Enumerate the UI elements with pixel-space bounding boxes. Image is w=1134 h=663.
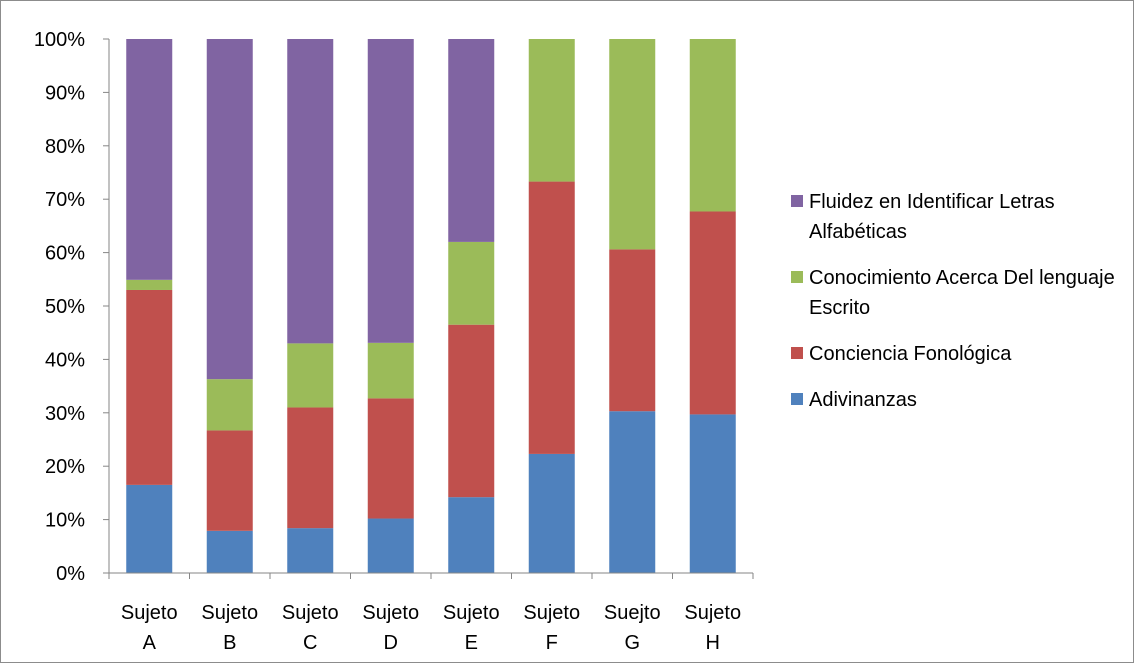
- y-tick-label-4: 40%: [45, 349, 85, 371]
- x-tick-label-3: Sujeto D: [362, 602, 419, 654]
- legend-item-conocimiento: Conocimiento Acerca Del lenguaje Escrito: [791, 263, 1121, 323]
- legend-swatch-adivinanzas: [791, 393, 803, 405]
- y-tick-label-2: 20%: [45, 456, 85, 478]
- x-tick-label-1: Sujeto B: [201, 602, 258, 654]
- legend-label-conciencia: Conciencia Fonológica: [809, 343, 1012, 365]
- y-tick-label-9: 90%: [45, 82, 85, 104]
- y-tick-label-3: 30%: [45, 403, 85, 425]
- legend-swatch-conciencia: [791, 347, 803, 359]
- bar-2-4: [448, 241, 495, 325]
- bar-1-4: [448, 324, 495, 498]
- bar-2-1: [206, 379, 253, 431]
- bar-3-4: [448, 39, 495, 242]
- bar-2-5: [528, 39, 575, 182]
- bar-1-5: [528, 181, 575, 454]
- y-tick-label-1: 10%: [45, 510, 85, 532]
- bar-3-1: [206, 39, 253, 380]
- bar-1-0: [126, 289, 173, 485]
- legend-swatch-fluidez: [791, 195, 803, 207]
- y-tick-label-10: 100%: [34, 29, 85, 51]
- x-tick-label-4: Sujeto E: [443, 602, 500, 654]
- legend-label-adivinanzas: Adivinanzas: [809, 389, 917, 411]
- bar-0-4: [448, 497, 495, 573]
- x-tick-label-7: Sujeto H: [684, 602, 741, 654]
- x-tick-label-6: Suejto G: [604, 602, 661, 654]
- bar-0-1: [206, 530, 253, 573]
- bar-3-2: [287, 39, 334, 344]
- legend-item-conciencia: Conciencia Fonológica: [791, 339, 1121, 369]
- bar-1-1: [206, 430, 253, 531]
- bar-1-7: [689, 211, 736, 415]
- y-tick-label-7: 70%: [45, 189, 85, 211]
- bar-2-3: [367, 342, 414, 399]
- bar-1-2: [287, 407, 334, 529]
- y-tick-label-5: 50%: [45, 296, 85, 318]
- legend-swatch-conocimiento: [791, 271, 803, 283]
- x-tick-label-0: Sujeto A: [121, 602, 178, 654]
- x-tick-label-5: Sujeto F: [523, 602, 580, 654]
- bar-1-6: [609, 249, 656, 412]
- bar-2-2: [287, 343, 334, 408]
- bar-0-6: [609, 411, 656, 573]
- bar-0-5: [528, 453, 575, 573]
- legend-label-conocimiento: Conocimiento Acerca Del lenguaje Escrito: [809, 267, 1115, 319]
- x-tick-label-2: Sujeto C: [282, 602, 339, 654]
- bar-2-6: [609, 39, 656, 250]
- y-tick-label-6: 60%: [45, 243, 85, 265]
- bar-3-3: [367, 39, 414, 343]
- chart-legend: Fluidez en Identificar Letras Alfabética…: [791, 187, 1121, 431]
- y-tick-label-8: 80%: [45, 136, 85, 158]
- bar-0-3: [367, 518, 414, 573]
- bar-2-7: [689, 39, 736, 212]
- bar-2-0: [126, 279, 173, 290]
- bar-3-0: [126, 39, 173, 280]
- legend-label-fluidez: Fluidez en Identificar Letras Alfabética…: [809, 191, 1055, 243]
- y-tick-label-0: 0%: [56, 563, 85, 585]
- bar-0-2: [287, 528, 334, 573]
- bar-1-3: [367, 398, 414, 519]
- legend-item-adivinanzas: Adivinanzas: [791, 385, 1121, 415]
- bar-0-0: [126, 484, 173, 573]
- bar-0-7: [689, 414, 736, 573]
- legend-item-fluidez: Fluidez en Identificar Letras Alfabética…: [791, 187, 1121, 247]
